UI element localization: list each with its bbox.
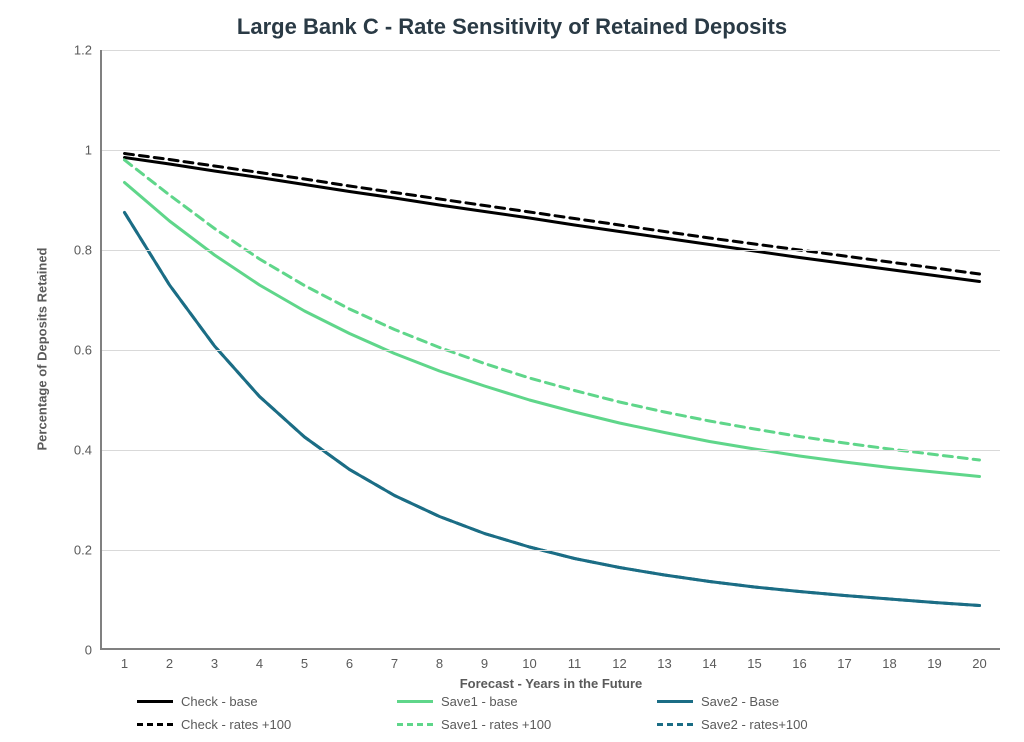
legend-swatch [137,723,173,726]
chart-container: Large Bank C - Rate Sensitivity of Retai… [0,0,1024,742]
chart-title: Large Bank C - Rate Sensitivity of Retai… [0,14,1024,40]
series-line [125,213,980,606]
x-tick-label: 7 [391,648,398,671]
x-tick-label: 10 [522,648,536,671]
gridline [102,250,1000,251]
series-line [125,158,980,282]
legend-swatch [397,723,433,726]
legend-item: Check - base [137,694,367,709]
legend-swatch [397,700,433,703]
x-tick-label: 18 [882,648,896,671]
x-tick-label: 1 [121,648,128,671]
x-tick-label: 12 [612,648,626,671]
x-tick-label: 19 [927,648,941,671]
gridline [102,450,1000,451]
legend-label: Save2 - Base [701,694,779,709]
x-axis-title: Forecast - Years in the Future [102,648,1000,691]
x-tick-label: 11 [568,648,582,671]
legend-item: Save1 - rates +100 [397,717,627,732]
x-tick-label: 16 [792,648,806,671]
legend-label: Save1 - rates +100 [441,717,551,732]
x-tick-label: 8 [436,648,443,671]
x-tick-label: 13 [657,648,671,671]
x-tick-label: 2 [166,648,173,671]
y-tick-label: 0.6 [74,343,102,358]
legend-label: Check - rates +100 [181,717,291,732]
legend-label: Save1 - base [441,694,518,709]
y-tick-label: 0.4 [74,443,102,458]
y-axis-title: Percentage of Deposits Retained [35,248,50,451]
series-line [125,160,980,460]
x-tick-label: 4 [256,648,263,671]
y-tick-label: 1 [85,143,102,158]
gridline [102,50,1000,51]
x-tick-label: 14 [702,648,716,671]
y-tick-label: 0.2 [74,543,102,558]
plot-area: Percentage of Deposits Retained Forecast… [100,50,1000,650]
series-line [125,183,980,477]
legend-swatch [657,723,693,726]
x-tick-label: 5 [301,648,308,671]
y-tick-label: 1.2 [74,43,102,58]
legend-label: Check - base [181,694,258,709]
legend-item: Save2 - Base [657,694,887,709]
legend-swatch [657,700,693,703]
x-tick-label: 3 [211,648,218,671]
legend-item: Check - rates +100 [137,717,367,732]
legend-item: Save2 - rates+100 [657,717,887,732]
y-tick-label: 0.8 [74,243,102,258]
gridline [102,150,1000,151]
legend-swatch [137,700,173,703]
legend: Check - base Save1 - base Save2 - Base Chec… [0,694,1024,732]
legend-item: Save1 - base [397,694,627,709]
y-tick-label: 0 [85,643,102,658]
series-line [125,213,980,606]
x-tick-label: 15 [747,648,761,671]
series-line [125,154,980,275]
x-tick-label: 17 [837,648,851,671]
x-tick-label: 6 [346,648,353,671]
gridline [102,350,1000,351]
x-tick-label: 20 [972,648,986,671]
legend-label: Save2 - rates+100 [701,717,808,732]
gridline [102,550,1000,551]
x-tick-label: 9 [481,648,488,671]
